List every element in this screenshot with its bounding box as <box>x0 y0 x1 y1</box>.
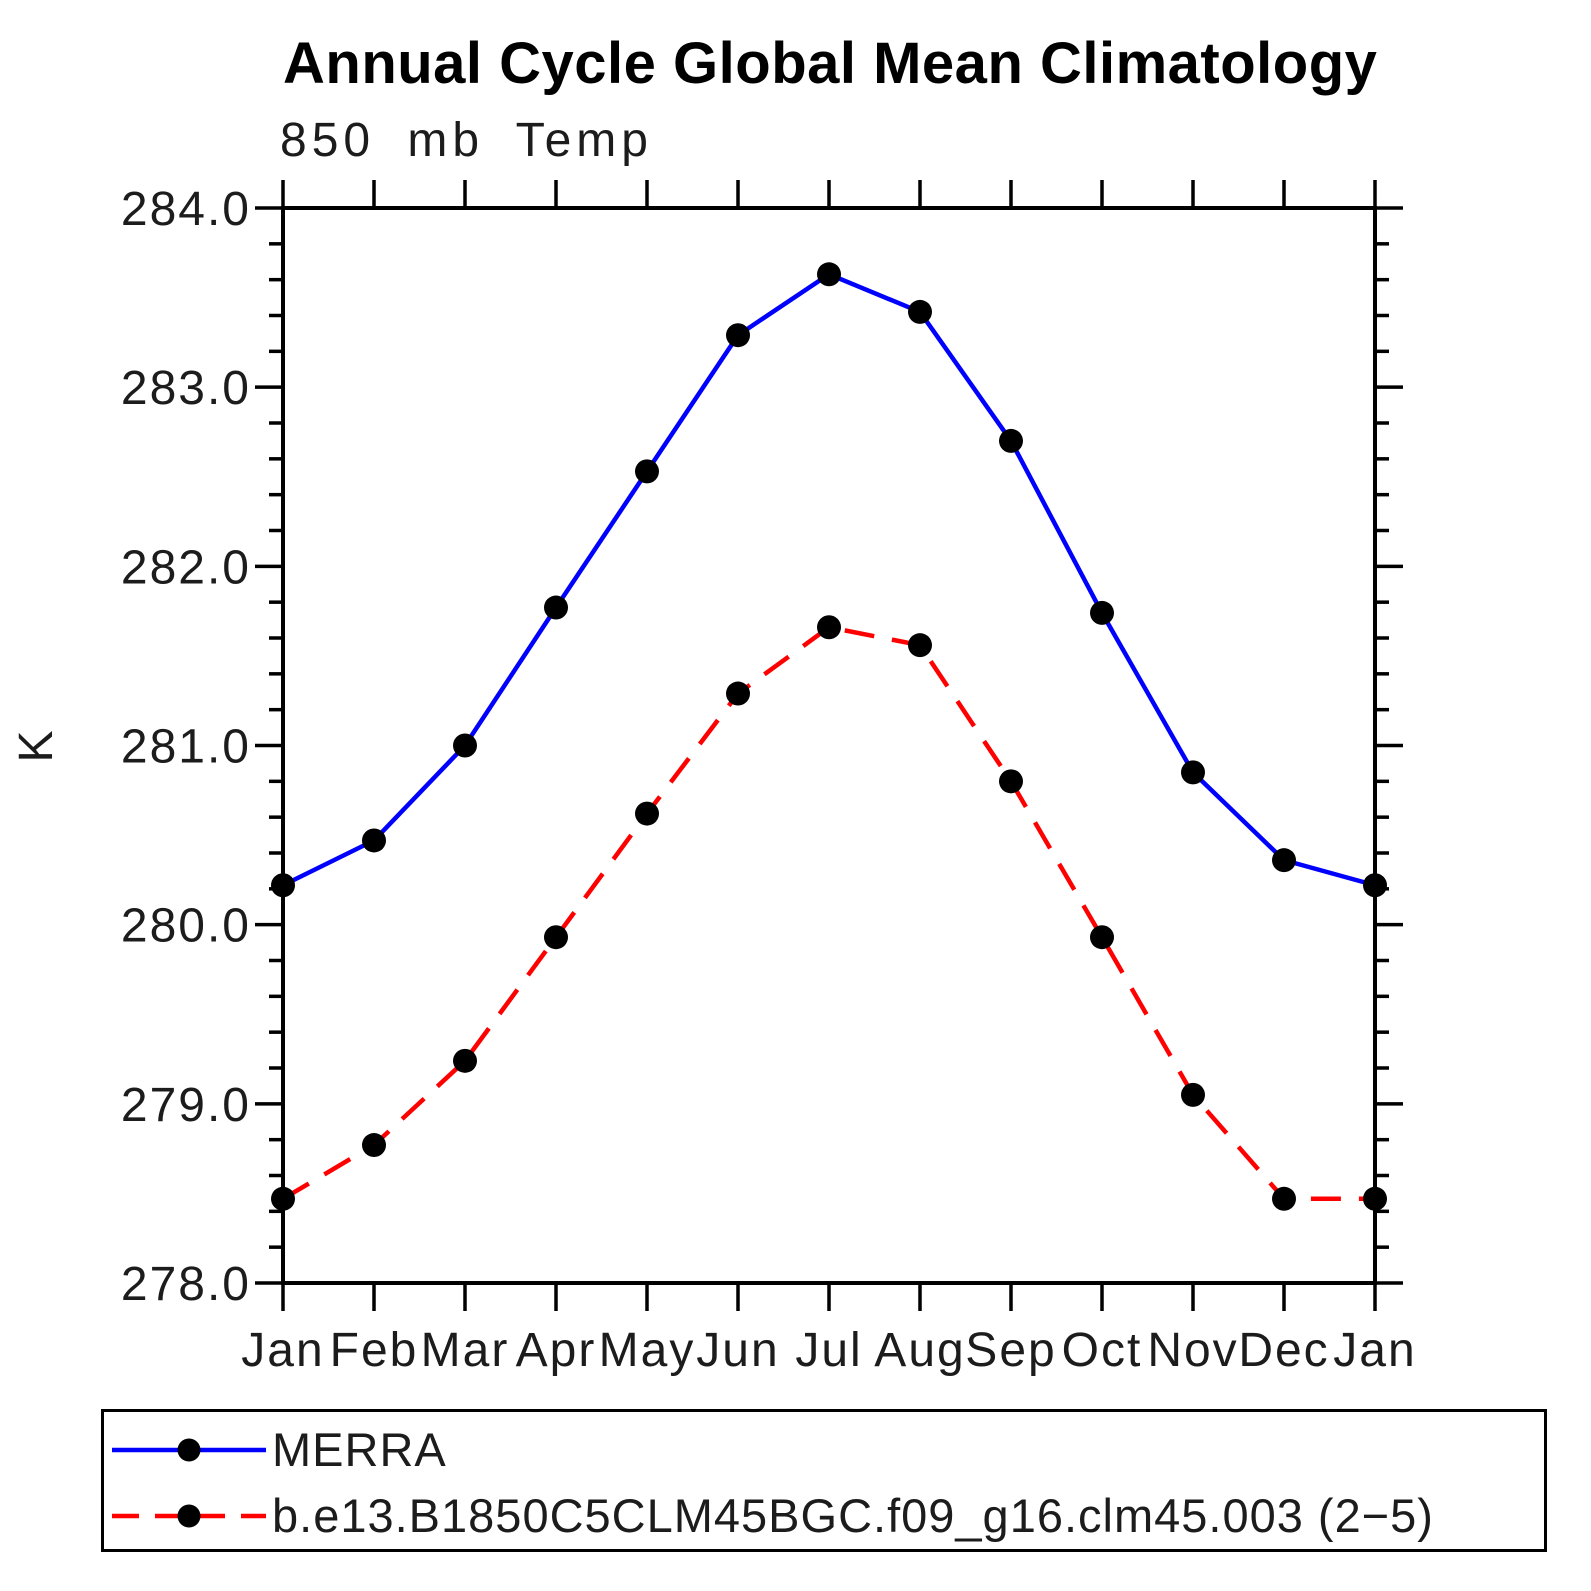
x-tick-label: Dec <box>1238 1324 1329 1377</box>
plot-frame <box>281 206 1377 1285</box>
data-point-marker <box>1181 1082 1205 1107</box>
x-tick-label: May <box>599 1324 696 1377</box>
data-point-marker <box>362 1133 386 1158</box>
data-point-marker <box>544 595 568 620</box>
series-line-1 <box>281 624 1375 1202</box>
y-tick-label: 283.0 <box>121 362 251 415</box>
x-tick-label: Aug <box>874 1324 965 1377</box>
merra-line-sample <box>112 1438 266 1462</box>
model-sample-marker-icon <box>177 1504 201 1528</box>
data-point-marker <box>453 1048 477 1073</box>
chart-subtitle: 850 mb Temp <box>280 114 653 167</box>
data-point-marker <box>726 681 750 706</box>
merra-sample-marker-icon <box>177 1438 201 1462</box>
data-point-marker <box>999 428 1023 453</box>
chart-title: Annual Cycle Global Mean Climatology <box>283 31 1378 96</box>
data-point-marker <box>1181 760 1205 785</box>
data-point-marker <box>908 633 932 658</box>
data-point-marker <box>1272 1186 1296 1211</box>
legend: MERRA b.e13.B1850C5CLM45BGC.f09_g16.clm4… <box>101 1409 1547 1552</box>
model-line-sample <box>112 1504 266 1528</box>
x-tick-label: Jul <box>795 1324 862 1377</box>
legend-row-merra: MERRA <box>108 1424 447 1476</box>
legend-row-model: b.e13.B1850C5CLM45BGC.f09_g16.clm45.003 … <box>108 1490 1434 1542</box>
data-point-marker <box>635 459 659 484</box>
data-point-marker <box>1090 925 1114 950</box>
y-tick-label: 284.0 <box>121 183 251 236</box>
x-tick-label: Feb <box>330 1324 419 1377</box>
data-point-marker <box>999 769 1023 794</box>
x-tick-label: Jan <box>1333 1324 1416 1377</box>
y-tick-label: 282.0 <box>121 541 251 594</box>
x-tick-label: Nov <box>1147 1324 1238 1377</box>
legend-label-model: b.e13.B1850C5CLM45BGC.f09_g16.clm45.003 … <box>272 1489 1434 1542</box>
data-point-marker <box>271 1186 295 1211</box>
x-tick-label: Oct <box>1062 1324 1143 1377</box>
data-point-marker <box>908 299 932 324</box>
data-point-marker <box>1363 1186 1387 1211</box>
data-point-marker <box>362 828 386 853</box>
legend-label-merra: MERRA <box>272 1423 447 1476</box>
x-tick-label: Jan <box>241 1324 324 1377</box>
x-tick-label: Sep <box>965 1324 1056 1377</box>
data-point-marker <box>1363 873 1387 898</box>
y-tick-label: 278.0 <box>121 1258 251 1311</box>
data-point-marker <box>453 733 477 758</box>
data-point-marker <box>544 925 568 950</box>
data-point-marker <box>1272 848 1296 873</box>
x-tick-label: Mar <box>421 1324 510 1377</box>
data-point-marker <box>817 615 841 640</box>
x-tick-label: Apr <box>516 1324 597 1377</box>
series-line-0 <box>282 271 1376 888</box>
y-tick-label: 281.0 <box>121 721 251 774</box>
data-point-marker <box>817 262 841 287</box>
x-tick-label: Jun <box>696 1324 779 1377</box>
y-axis-title: K <box>10 728 63 762</box>
y-tick-label: 279.0 <box>121 1079 251 1132</box>
data-point-marker <box>1090 600 1114 625</box>
data-point-marker <box>726 323 750 348</box>
data-point-marker <box>271 873 295 898</box>
y-tick-label: 280.0 <box>121 900 251 953</box>
data-point-marker <box>635 801 659 826</box>
